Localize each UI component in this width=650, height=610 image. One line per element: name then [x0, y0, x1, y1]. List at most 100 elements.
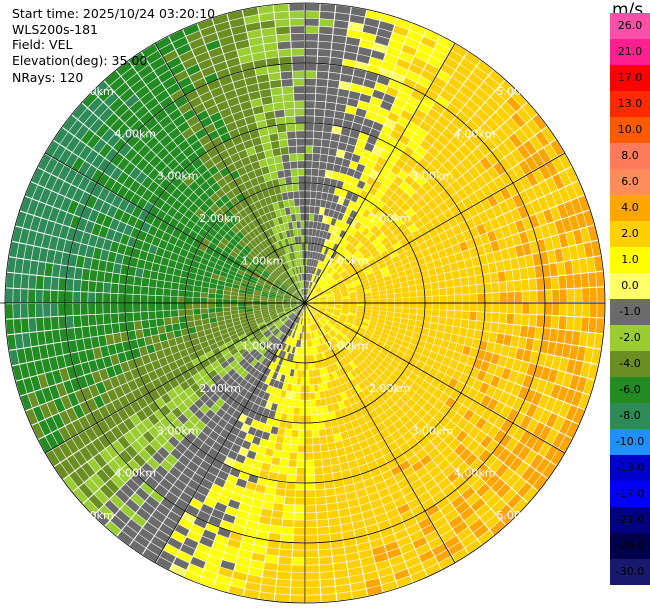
velocity-gate: [263, 424, 273, 433]
velocity-gate: [229, 238, 238, 247]
velocity-gate: [394, 186, 405, 197]
velocity-gate: [241, 156, 251, 166]
velocity-gate: [329, 281, 336, 287]
azimuth-spoke: [304, 302, 566, 454]
velocity-gate: [215, 143, 227, 154]
velocity-gate: [274, 186, 282, 195]
velocity-gate: [245, 364, 254, 373]
velocity-gate: [314, 323, 319, 330]
velocity-gate: [274, 356, 281, 365]
velocity-gate: [349, 436, 359, 445]
velocity-gate: [357, 342, 366, 350]
velocity-gate: [270, 387, 278, 396]
velocity-gate: [307, 243, 311, 251]
velocity-gate: [294, 292, 300, 298]
velocity-gate: [93, 347, 103, 360]
velocity-gate: [319, 280, 325, 287]
velocity-gate: [38, 247, 49, 262]
velocity-gate: [392, 342, 401, 351]
velocity-gate: [317, 269, 322, 277]
velocity-gate: [205, 265, 214, 273]
velocity-gate: [230, 381, 239, 390]
velocity-gate: [445, 279, 454, 288]
velocity-gate: [315, 313, 322, 319]
velocity-gate: [123, 370, 134, 383]
velocity-gate: [299, 281, 302, 289]
velocity-gate: [217, 241, 226, 250]
velocity-gate: [222, 552, 238, 564]
velocity-gate: [319, 306, 327, 310]
velocity-gate: [84, 165, 97, 180]
velocity-gate: [324, 313, 332, 318]
velocity-gate: [276, 480, 287, 489]
velocity-gate: [490, 272, 499, 283]
velocity-gate: [597, 303, 605, 318]
velocity-gate: [544, 445, 558, 462]
velocity-gate: [178, 170, 190, 182]
velocity-gate: [171, 504, 185, 517]
velocity-gate: [388, 223, 398, 232]
velocity-gate: [574, 303, 582, 317]
velocity-gate: [284, 375, 290, 384]
velocity-gate: [260, 584, 276, 594]
velocity-gate: [382, 328, 391, 335]
velocity-gate: [230, 492, 243, 503]
velocity-gate: [200, 503, 214, 515]
velocity-gate: [565, 405, 578, 421]
velocity-gate: [225, 258, 234, 266]
velocity-gate: [258, 127, 269, 137]
velocity-gate: [380, 527, 394, 538]
velocity-gate: [338, 424, 347, 433]
velocity-gate: [276, 308, 284, 313]
velocity-gate: [349, 387, 358, 396]
velocity-gate: [554, 219, 565, 235]
velocity-gate: [100, 201, 111, 215]
velocity-gate: [386, 232, 396, 241]
velocity-gate: [450, 425, 462, 438]
velocity-gate: [253, 297, 261, 301]
velocity-gate: [402, 128, 415, 140]
velocity-gate: [306, 288, 308, 296]
velocity-gate: [60, 132, 74, 148]
velocity-gate: [315, 330, 321, 338]
velocity-gate: [576, 243, 586, 259]
velocity-gate: [200, 414, 211, 425]
velocity-gate: [496, 483, 511, 499]
velocity-gate: [186, 64, 201, 76]
velocity-gate: [361, 369, 370, 379]
velocity-gate: [495, 463, 509, 478]
velocity-gate: [572, 407, 585, 424]
velocity-gate: [363, 265, 372, 273]
velocity-gate: [348, 312, 356, 317]
velocity-gate: [469, 133, 483, 147]
velocity-gate: [316, 71, 329, 80]
velocity-gate: [405, 387, 416, 398]
velocity-gate: [273, 503, 284, 512]
velocity-gate: [120, 211, 131, 224]
velocity-gate: [253, 59, 267, 69]
velocity-gate: [65, 184, 78, 200]
velocity-gate: [334, 299, 342, 302]
velocity-gate: [395, 388, 405, 398]
velocity-gate: [346, 225, 354, 234]
velocity-gate: [393, 312, 402, 318]
velocity-gate: [366, 221, 375, 231]
velocity-gate: [227, 254, 236, 262]
velocity-gate: [280, 285, 287, 291]
velocity-gate: [354, 221, 362, 230]
velocity-gate: [415, 208, 426, 219]
velocity-gate: [371, 333, 380, 340]
velocity-gate: [393, 25, 409, 37]
velocity-gate: [209, 283, 217, 289]
velocity-gate: [348, 184, 357, 194]
velocity-gate: [370, 499, 383, 510]
velocity-gate: [88, 360, 99, 373]
velocity-gate: [312, 339, 317, 347]
velocity-gate: [349, 305, 357, 309]
velocity-gate: [283, 222, 290, 231]
velocity-gate: [227, 273, 235, 280]
velocity-gate: [248, 319, 256, 325]
velocity-gate: [148, 193, 159, 205]
velocity-gate: [444, 325, 453, 334]
velocity-gate: [261, 240, 269, 249]
